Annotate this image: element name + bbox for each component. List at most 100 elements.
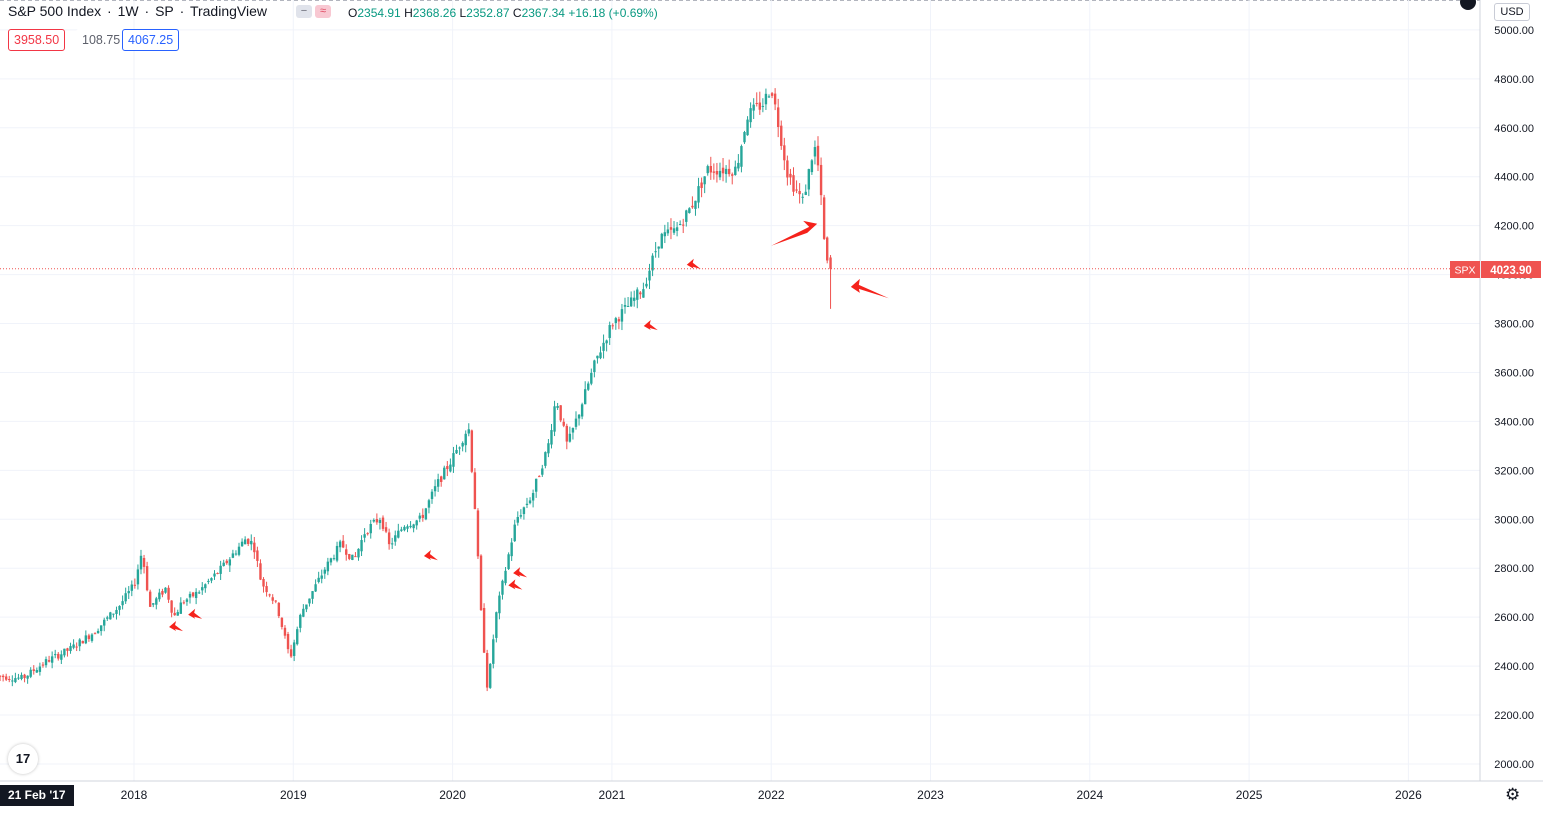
interval-label[interactable]: 1W	[117, 3, 139, 19]
candle-body	[4, 676, 8, 680]
annotation-arrows	[169, 220, 889, 632]
candle-body	[84, 635, 88, 644]
candle-body	[237, 546, 241, 555]
candle-body	[210, 578, 213, 581]
candle-body	[534, 478, 538, 492]
wave-icon[interactable]: ≈	[315, 5, 331, 18]
candle-body	[599, 352, 602, 359]
candle-body	[694, 200, 697, 209]
candle-body	[360, 540, 363, 552]
settings-gear-icon[interactable]: ⚙	[1505, 785, 1521, 804]
candle-body	[299, 614, 302, 628]
candle-body	[207, 580, 210, 583]
grid-lines	[0, 0, 1480, 781]
sell-price-button[interactable]: 3958.50	[8, 29, 66, 51]
candle-body	[776, 107, 780, 127]
candle-body	[580, 404, 584, 417]
candle-body	[495, 612, 498, 638]
candle-body	[587, 383, 590, 390]
candle-body	[381, 517, 385, 529]
candle-body	[277, 602, 281, 617]
candle-body	[538, 476, 541, 478]
candle-body	[38, 666, 42, 672]
candle-body	[118, 605, 121, 610]
candle-body	[773, 93, 777, 105]
candle-body	[173, 612, 176, 616]
candle-body	[617, 319, 621, 322]
candle-body	[409, 525, 412, 528]
y-tick-label: 4400.00	[1494, 172, 1534, 184]
candle-body	[767, 96, 771, 98]
time-axis[interactable]: 2018 2019 2020 2021 2022 2023 2024 2025 2026	[0, 780, 1543, 802]
candle-body	[384, 527, 388, 532]
candle-body	[571, 427, 575, 433]
candle-body	[810, 160, 814, 173]
open-label: O	[348, 6, 358, 20]
candle-body	[139, 555, 143, 570]
price-axis[interactable]: 2000.00 2200.00 2400.00 2600.00 2800.00 3000.…	[1479, 0, 1534, 781]
hide-icon[interactable]: −	[296, 5, 312, 18]
candle-body	[565, 425, 569, 442]
candle-body	[93, 633, 97, 635]
candle-body	[574, 418, 578, 427]
candle-body	[737, 162, 740, 169]
candle-body	[222, 562, 225, 567]
candle-body	[292, 642, 296, 656]
symbol-title[interactable]: S&P 500 Index	[8, 3, 102, 19]
header-separator: ·	[107, 3, 112, 19]
candle-body	[136, 569, 140, 585]
candle-body	[433, 486, 437, 492]
candle-body	[372, 519, 376, 522]
candle-body	[253, 542, 256, 553]
candle-body	[424, 508, 428, 520]
x-tick-label: 2026	[1395, 788, 1422, 802]
candle-body	[103, 619, 106, 626]
x-tick-label: 2022	[758, 788, 785, 802]
candle-body	[801, 196, 804, 198]
candle-body	[633, 297, 636, 301]
candle-body	[507, 554, 510, 569]
candle-body	[541, 468, 544, 475]
candle-body	[611, 325, 614, 327]
candle-body	[412, 524, 415, 529]
candle-body	[449, 464, 452, 472]
y-tick-label: 4200.00	[1494, 221, 1534, 233]
candle-body	[29, 669, 32, 677]
candle-body	[755, 102, 758, 104]
candle-body	[789, 173, 792, 178]
currency-button[interactable]: USD	[1494, 3, 1530, 21]
buy-price-button[interactable]: 4067.25	[122, 29, 180, 51]
candle-body	[743, 132, 746, 143]
candle-body	[265, 586, 268, 593]
candle-body	[623, 305, 627, 307]
candle-body	[351, 554, 354, 560]
tradingview-logo-icon[interactable]: 17	[8, 744, 38, 774]
candle-body	[519, 515, 523, 517]
y-tick-label: 2200.00	[1494, 710, 1534, 722]
candle-body	[829, 257, 832, 269]
candle-body	[724, 168, 728, 175]
candle-body	[691, 205, 694, 208]
candle-body	[323, 569, 326, 574]
candle-body	[240, 541, 244, 547]
candle-body	[274, 600, 277, 602]
candle-body	[415, 520, 418, 526]
candle-body	[682, 224, 685, 226]
header-separator: ·	[179, 3, 185, 19]
candle-body	[326, 561, 330, 572]
candle-body	[642, 289, 645, 298]
candle-body	[320, 575, 323, 579]
alert-icon[interactable]	[1460, 0, 1476, 10]
symbol-header[interactable]: S&P 500 Index · 1W · SP · TradingView	[8, 3, 269, 19]
candle-body	[268, 594, 271, 596]
x-tick-label: 2025	[1236, 788, 1263, 802]
candle-body	[721, 167, 725, 174]
legend-toggles[interactable]: − ≈	[296, 5, 331, 18]
candle-body	[317, 577, 320, 582]
candle-body	[663, 232, 667, 237]
candle-body	[819, 164, 823, 196]
candle-body	[286, 633, 290, 650]
ohlc-values: O2354.91 H2368.26 L2352.87 C2367.34 +16.…	[348, 6, 658, 20]
candle-body	[593, 360, 596, 372]
